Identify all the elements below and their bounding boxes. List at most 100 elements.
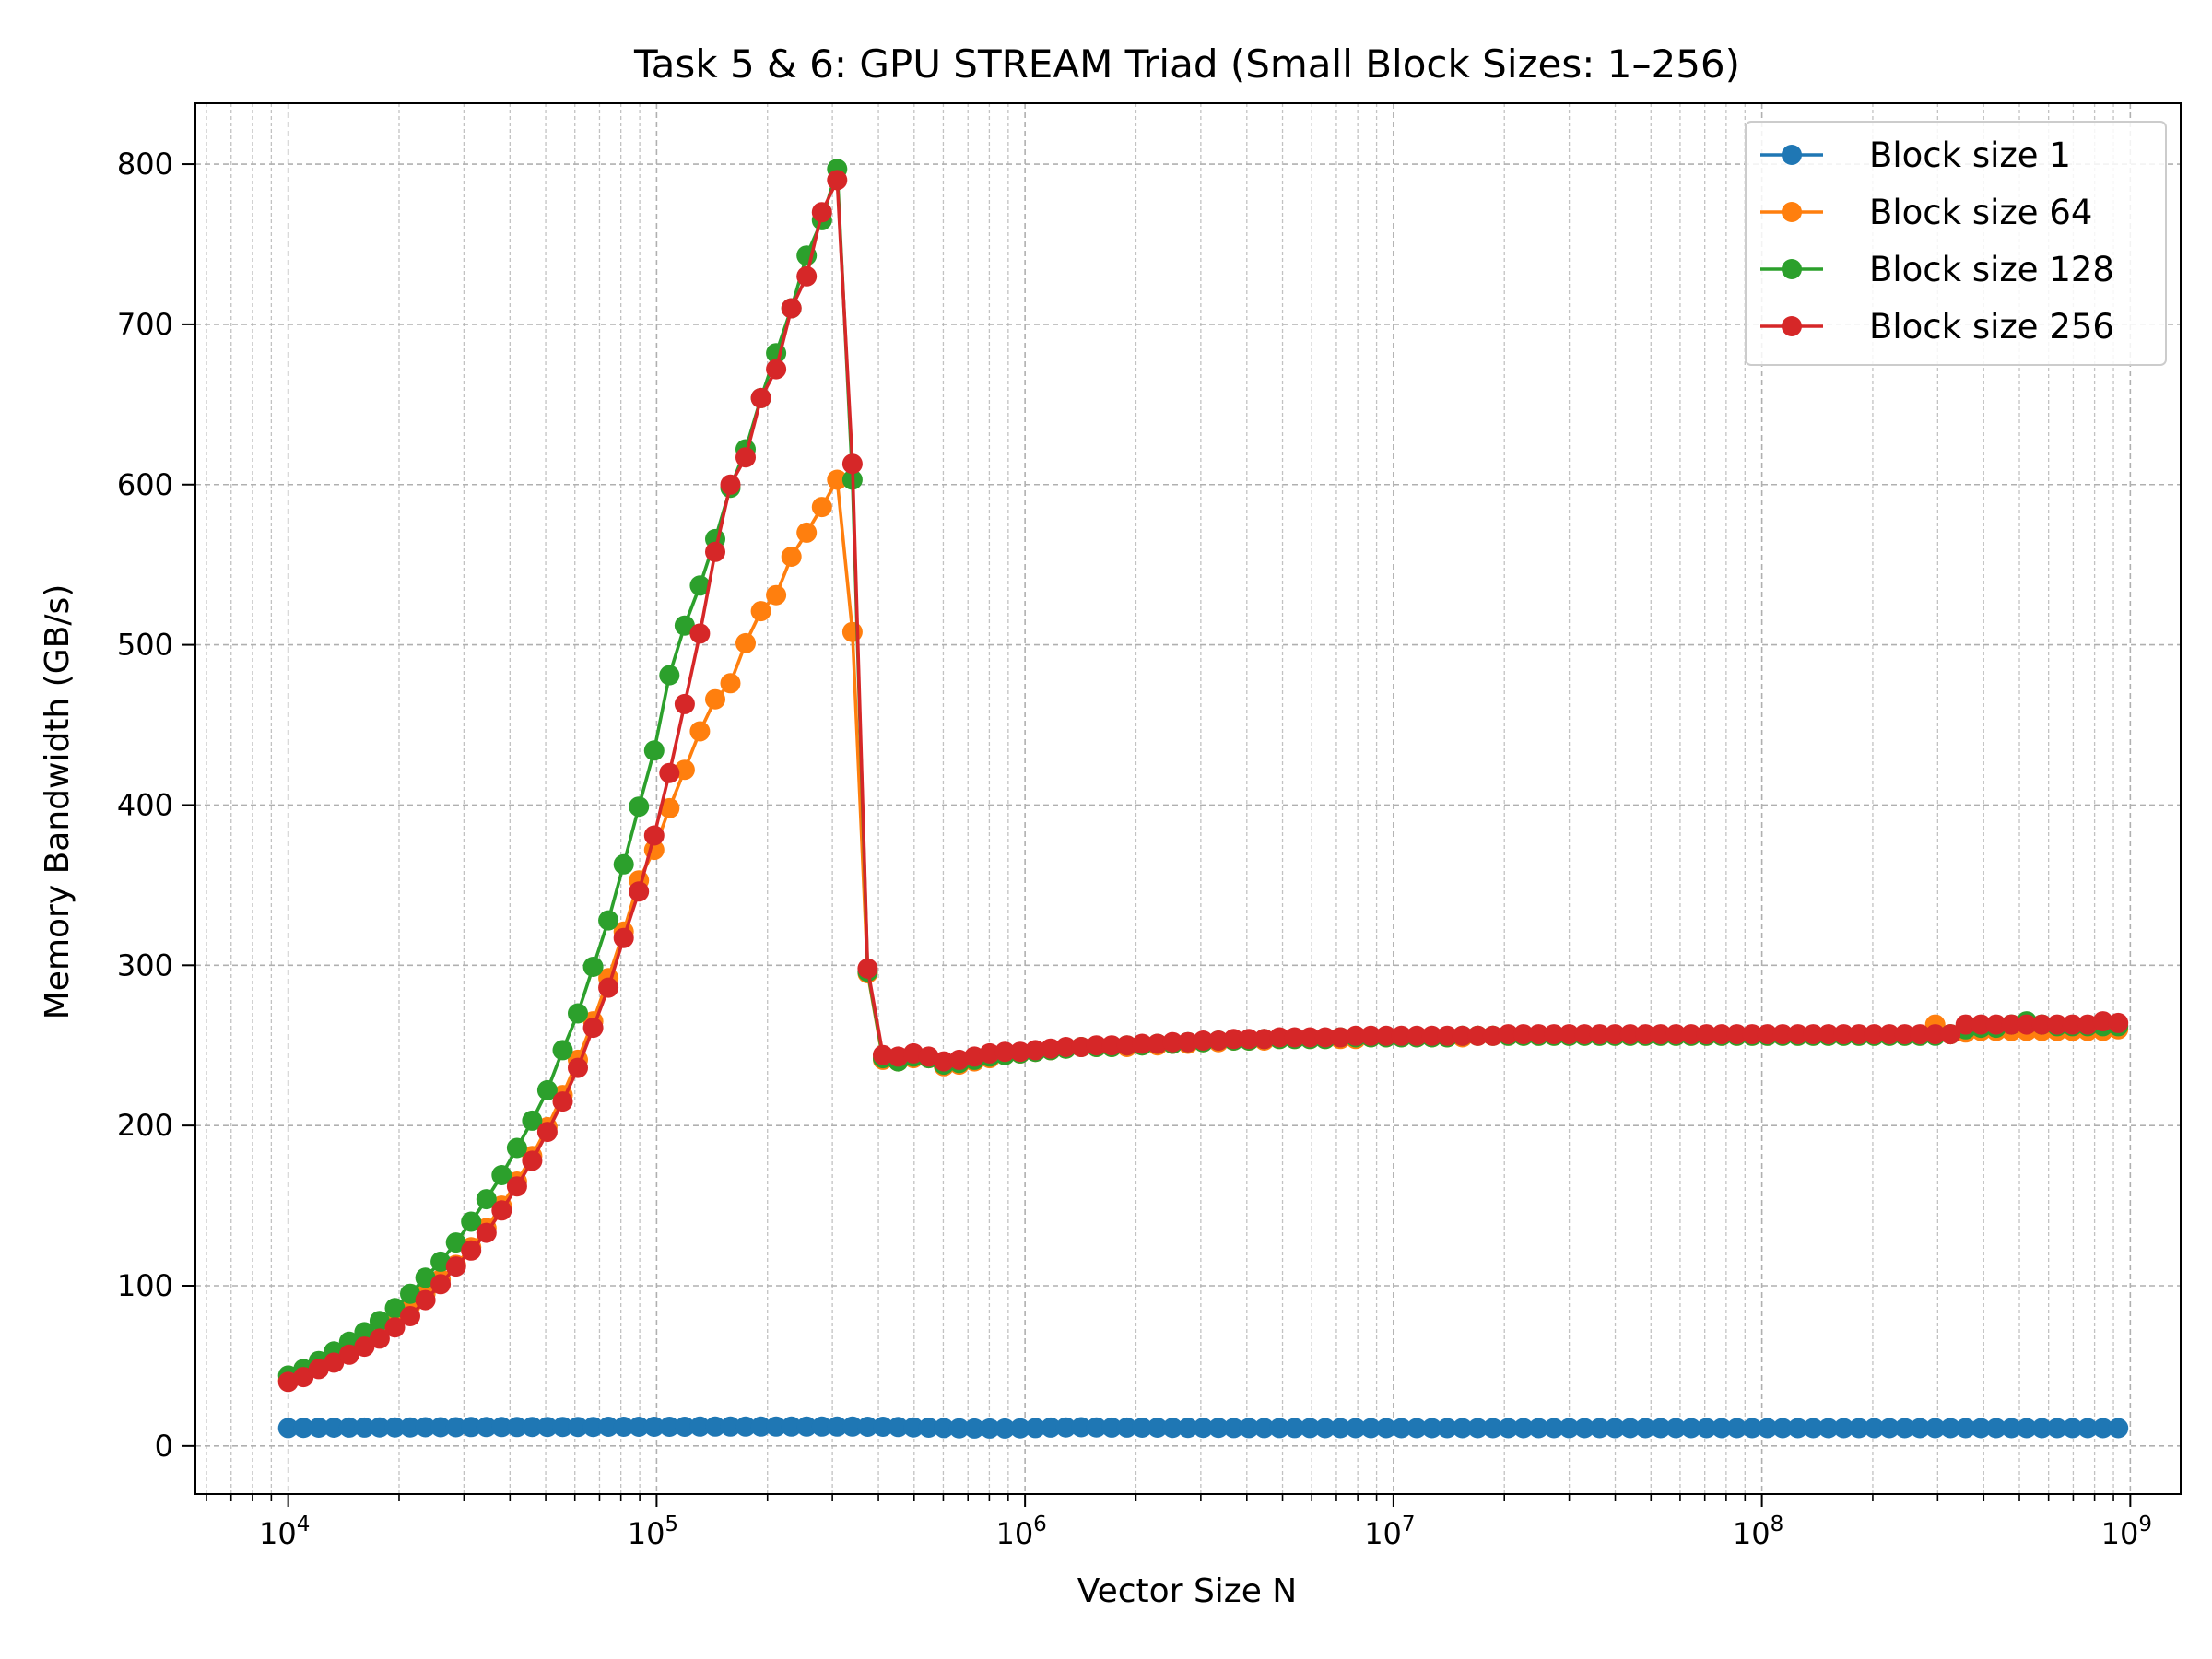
data-point (781, 547, 802, 567)
data-point (659, 665, 680, 686)
data-point (948, 1418, 970, 1439)
x-tick-base: 10 (259, 1516, 297, 1551)
legend-swatch-marker (1782, 316, 1802, 336)
data-point (1421, 1418, 1442, 1439)
data-point (293, 1367, 314, 1388)
data-point (1544, 1024, 1564, 1045)
data-point (354, 1336, 375, 1358)
data-point (2108, 1012, 2129, 1033)
data-point (522, 1110, 543, 1131)
data-point (1650, 1024, 1671, 1045)
legend: Block size 1 Block size 64 Block size 128 B… (1745, 121, 2167, 366)
data-point (476, 1417, 497, 1438)
data-point (415, 1267, 436, 1288)
data-point (720, 1416, 741, 1437)
data-point (476, 1222, 497, 1243)
data-point (689, 721, 711, 742)
data-point (1101, 1035, 1123, 1056)
data-point (1208, 1030, 1229, 1051)
legend-item: Block size 256 (1760, 307, 2114, 347)
data-point (1787, 1418, 1808, 1439)
data-point (857, 958, 878, 979)
data-point (811, 497, 832, 518)
data-point (1544, 1418, 1564, 1439)
data-point (308, 1418, 329, 1438)
data-point (568, 1057, 588, 1078)
x-tick-exponent: 8 (1771, 1512, 1784, 1536)
data-point (2077, 1014, 2099, 1035)
data-point (2031, 1418, 2053, 1439)
data-point (1467, 1025, 1488, 1046)
data-point (1253, 1418, 1275, 1439)
data-point (629, 881, 650, 902)
data-point (1284, 1418, 1305, 1439)
data-point (1086, 1417, 1107, 1438)
data-point (1879, 1024, 1900, 1045)
x-tick-label: 108 (1733, 1512, 1783, 1551)
data-point (1009, 1418, 1030, 1439)
data-point (598, 910, 619, 931)
data-point (1269, 1418, 1290, 1439)
data-point (1360, 1025, 1382, 1046)
data-point (689, 575, 711, 596)
data-point (324, 1352, 345, 1373)
data-point (1421, 1025, 1442, 1046)
data-point (491, 1200, 512, 1221)
data-point (1818, 1024, 1839, 1045)
data-point (1605, 1418, 1626, 1439)
data-point (766, 1416, 787, 1437)
data-point (2092, 1418, 2113, 1439)
data-point (1101, 1417, 1123, 1438)
data-point (1406, 1418, 1428, 1439)
data-point (1712, 1024, 1732, 1045)
data-point (1269, 1027, 1290, 1048)
data-point (2001, 1418, 2022, 1439)
data-point (811, 1416, 832, 1437)
data-point (1665, 1024, 1687, 1045)
data-point (1985, 1418, 2006, 1439)
data-point (2016, 1418, 2037, 1439)
data-point (2001, 1014, 2022, 1035)
data-point (1742, 1024, 1763, 1045)
data-point (491, 1165, 512, 1185)
data-point (1345, 1418, 1366, 1439)
data-point (1314, 1027, 1335, 1048)
data-point (2016, 1014, 2037, 1035)
data-point (841, 1416, 863, 1437)
x-tick-exponent: 5 (665, 1512, 678, 1536)
data-point (948, 1049, 970, 1070)
data-point (445, 1417, 466, 1438)
x-tick-base: 10 (1733, 1516, 1771, 1551)
data-point (1574, 1024, 1595, 1045)
data-point (1619, 1418, 1641, 1439)
data-point (994, 1041, 1016, 1063)
data-point (766, 584, 787, 606)
data-point (293, 1418, 314, 1439)
data-point (643, 740, 665, 761)
data-point (552, 1417, 573, 1438)
data-point (705, 688, 725, 710)
data-point (1757, 1024, 1778, 1045)
data-point (582, 957, 604, 977)
data-point (1864, 1418, 1885, 1439)
data-point (1833, 1024, 1854, 1045)
data-point (415, 1289, 436, 1311)
legend-label: Block size 128 (1869, 250, 2114, 289)
data-point (1239, 1029, 1260, 1050)
data-point (1498, 1418, 1519, 1439)
data-point (1955, 1418, 1976, 1439)
data-point (1025, 1418, 1046, 1439)
data-point (1116, 1417, 1137, 1438)
data-point (400, 1417, 420, 1438)
data-point (705, 1416, 725, 1437)
data-point (720, 474, 741, 495)
data-point (2047, 1418, 2067, 1439)
data-point (1528, 1418, 1549, 1439)
data-point (2077, 1418, 2099, 1439)
data-point (841, 621, 863, 642)
data-point (1253, 1029, 1275, 1050)
data-point (324, 1418, 345, 1438)
data-point (1193, 1030, 1214, 1051)
x-tick-exponent: 7 (1402, 1512, 1416, 1536)
data-point (1345, 1025, 1366, 1046)
